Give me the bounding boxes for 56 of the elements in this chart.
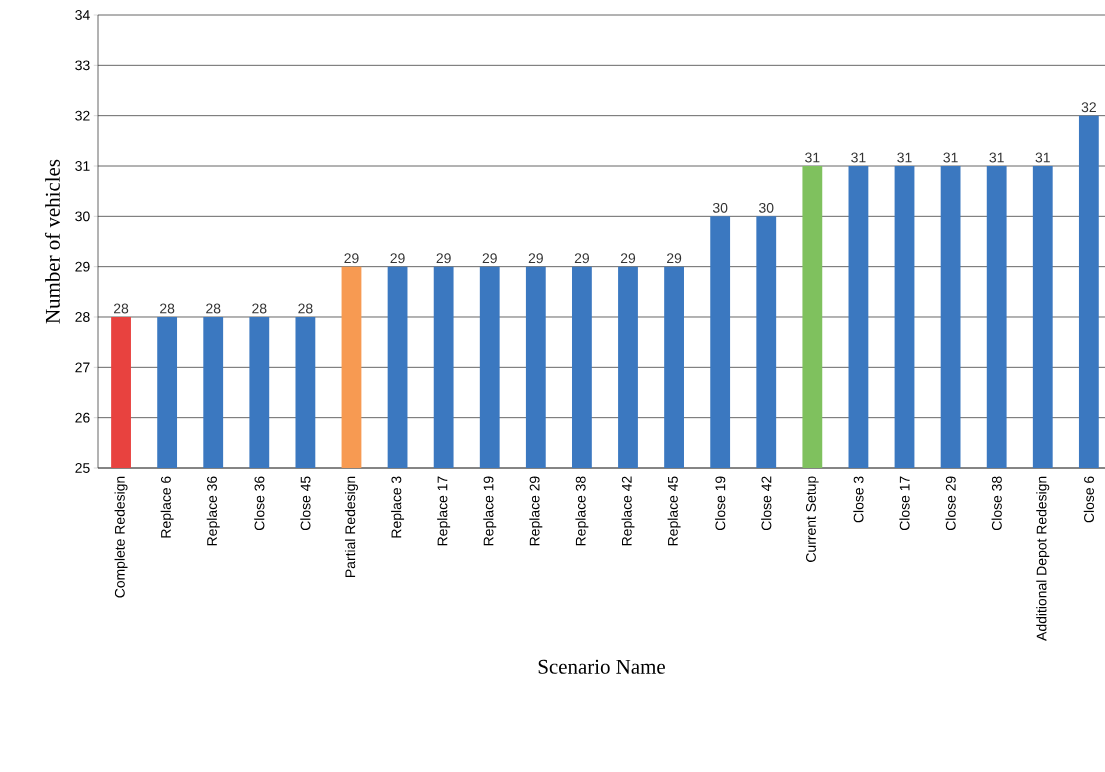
data-label: 29 [574, 253, 589, 264]
x-tick-label: Close 3 [853, 476, 864, 523]
x-axis-title: Scenario Name [538, 659, 665, 674]
x-tick-label: Replace 3 [391, 476, 405, 538]
data-label: 31 [943, 152, 958, 163]
data-label: 29 [528, 253, 543, 264]
y-tick-label: 33 [75, 60, 90, 71]
data-label: 32 [1081, 102, 1096, 113]
y-tick-label: 32 [75, 110, 90, 121]
data-label: 29 [436, 253, 451, 264]
data-label: 31 [851, 152, 866, 163]
data-label: 29 [390, 253, 405, 264]
x-tick-label: Current Setup [806, 476, 819, 562]
y-tick-label: 30 [75, 211, 90, 222]
x-tick-label: Replace 42 [621, 476, 635, 546]
data-label: 31 [897, 152, 912, 163]
data-label: 28 [113, 303, 129, 314]
y-axis-title: Number of vehicles [44, 159, 60, 324]
y-tick-label: 25 [75, 463, 90, 473]
data-label: 31 [989, 152, 1004, 163]
data-label: 29 [482, 253, 497, 264]
x-tick-label: Replace 17 [437, 476, 451, 546]
x-tick-label: Close 42 [761, 476, 772, 531]
y-tick-label: 27 [75, 362, 90, 373]
y-tick-label: 29 [75, 261, 90, 272]
x-tick-label: Close 45 [300, 476, 311, 531]
data-label: 31 [1035, 152, 1050, 163]
y-tick-label: 26 [75, 412, 90, 423]
x-tick-label: Replace 6 [160, 476, 174, 538]
x-tick-label: Replace 19 [483, 476, 497, 546]
y-tick-label: 28 [75, 312, 90, 322]
x-tick-label: Close 36 [254, 476, 265, 531]
data-label: 29 [620, 253, 636, 264]
data-label: 28 [206, 303, 221, 314]
y-tick-label: 31 [75, 161, 90, 171]
data-label: 28 [160, 303, 175, 314]
x-tick-label: Close 38 [991, 476, 1002, 531]
x-tick-label: Replace 38 [575, 476, 589, 546]
data-label: 29 [344, 253, 359, 264]
x-tick-label: Replace 29 [529, 476, 543, 546]
x-tick-label: Replace 36 [206, 476, 220, 546]
data-label: 28 [298, 303, 313, 314]
data-label: 30 [759, 202, 774, 213]
data-label: 30 [712, 202, 728, 213]
x-tick-label: Replace 45 [667, 476, 681, 546]
x-tick-label: Close 29 [945, 476, 956, 531]
x-tick-label: Additional Depot Redesign [1036, 476, 1050, 641]
x-tick-label: Close 6 [1083, 476, 1094, 523]
y-tick-label: 34 [75, 10, 90, 20]
x-tick-label: Close 19 [715, 476, 726, 531]
x-tick-label: Close 17 [899, 476, 910, 531]
x-tick-label: Partial Redesign [344, 476, 358, 577]
data-label: 28 [252, 303, 267, 314]
data-label: 29 [667, 253, 682, 264]
x-tick-label: Complete Redesign [114, 476, 128, 598]
data-label: 31 [805, 152, 820, 163]
